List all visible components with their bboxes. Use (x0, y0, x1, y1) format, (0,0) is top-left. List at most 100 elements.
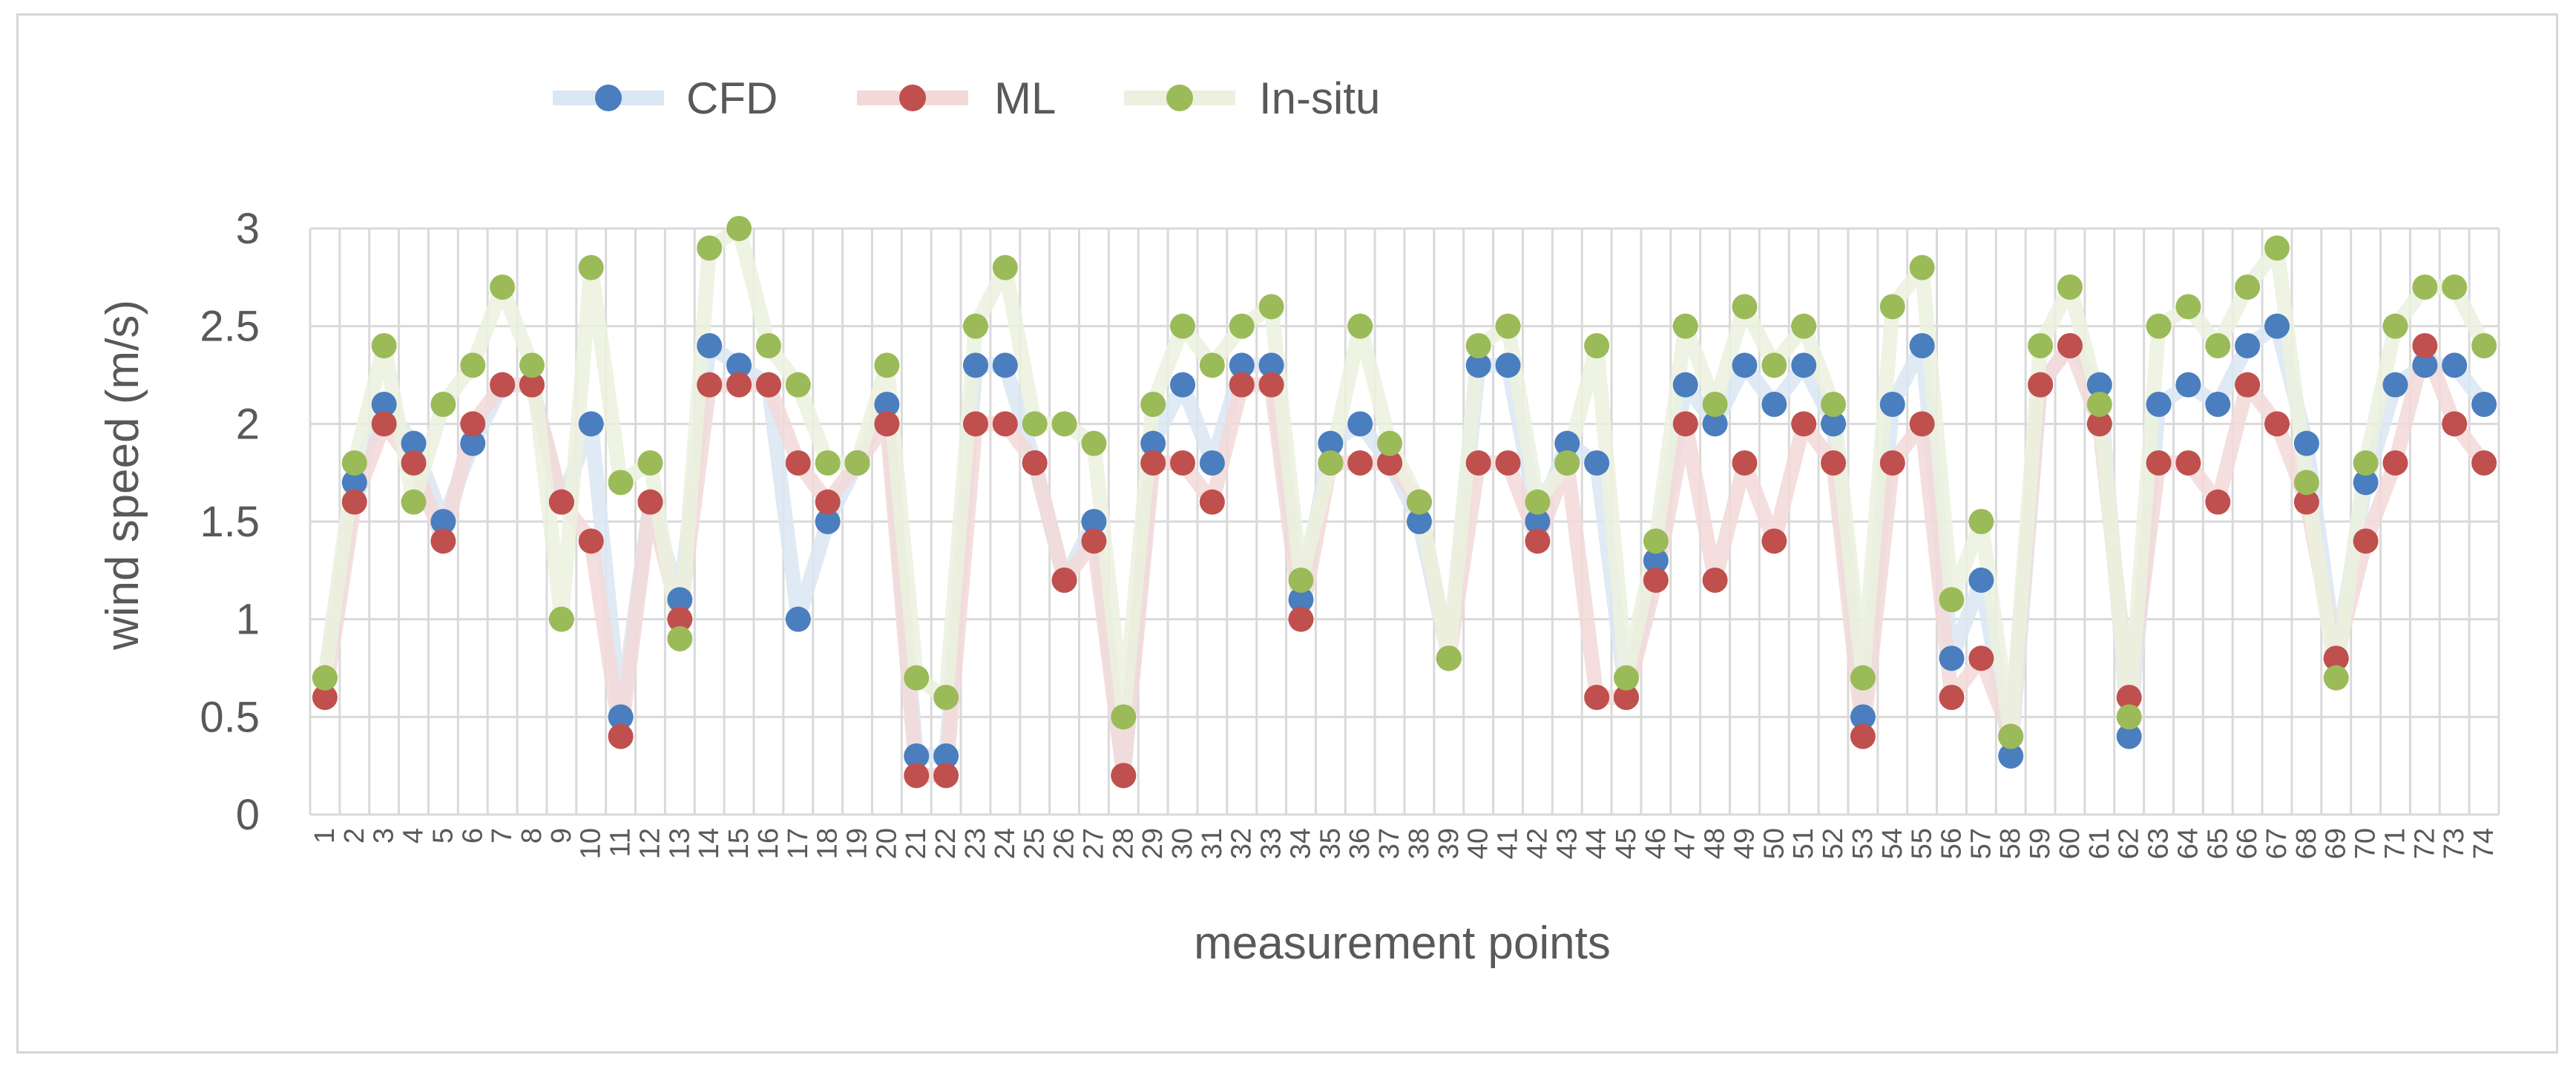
y-tick-label: 2 (236, 400, 260, 448)
legend-marker-ml (899, 85, 926, 111)
x-tick-label: 73 (2439, 828, 2470, 859)
point-cfd (1318, 430, 1344, 456)
x-tick-label: 74 (2468, 828, 2500, 859)
point-ml (1377, 450, 1403, 476)
x-tick-label: 59 (2025, 828, 2056, 859)
point-ml (2116, 685, 2142, 710)
point-ml (1879, 450, 1905, 476)
point-in-situ (1288, 568, 1314, 593)
point-ml (1732, 450, 1758, 476)
point-ml (2382, 450, 2408, 476)
point-cfd (1821, 411, 1847, 437)
point-in-situ (992, 254, 1018, 280)
point-in-situ (1318, 450, 1344, 476)
point-ml (815, 489, 841, 515)
y-tick-label: 0 (236, 791, 260, 839)
point-ml (1613, 685, 1639, 710)
point-cfd (1170, 372, 1196, 398)
point-ml (933, 763, 959, 789)
point-ml (312, 685, 338, 710)
point-in-situ (371, 333, 397, 358)
point-ml (490, 372, 516, 398)
point-cfd (2205, 392, 2231, 417)
x-tick-label: 36 (1344, 828, 1376, 859)
point-in-situ (755, 333, 781, 358)
point-in-situ (1347, 313, 1373, 339)
point-cfd (962, 352, 988, 378)
point-cfd (1732, 352, 1758, 378)
point-in-situ (2205, 333, 2231, 358)
point-cfd (1879, 392, 1905, 417)
x-tick-label: 61 (2084, 828, 2115, 859)
x-tick-label: 5 (427, 828, 459, 844)
point-ml (1672, 411, 1698, 437)
point-in-situ (1791, 313, 1817, 339)
axis-ticks: 00.511.522.53123456789101112131415161718… (200, 205, 2500, 859)
point-cfd (1761, 392, 1787, 417)
x-tick-label: 33 (1256, 828, 1287, 859)
point-cfd (933, 743, 959, 769)
point-cfd (785, 606, 811, 632)
point-cfd (2471, 392, 2497, 417)
y-tick-label: 2.5 (200, 303, 260, 351)
point-cfd (1909, 333, 1935, 358)
point-ml (992, 411, 1018, 437)
point-in-situ (1850, 665, 1876, 691)
point-in-situ (401, 489, 427, 515)
point-ml (519, 372, 545, 398)
x-tick-label: 70 (2350, 828, 2382, 859)
point-in-situ (933, 685, 959, 710)
point-ml (785, 450, 811, 476)
point-ml (1968, 645, 1994, 671)
x-tick-label: 13 (664, 828, 695, 859)
legend-label-cfd: CFD (686, 73, 778, 123)
point-cfd (1406, 509, 1432, 534)
point-ml (2146, 450, 2172, 476)
point-in-situ (1199, 352, 1225, 378)
point-ml (1288, 606, 1314, 632)
point-cfd (460, 430, 486, 456)
x-tick-label: 42 (1522, 828, 1553, 859)
point-ml (2353, 528, 2379, 554)
x-tick-label: 60 (2054, 828, 2086, 859)
point-in-situ (548, 606, 574, 632)
x-tick-label: 12 (634, 828, 666, 859)
point-ml (2293, 489, 2319, 515)
legend-marker-in-situ (1166, 85, 1193, 111)
point-in-situ (667, 626, 693, 651)
point-cfd (2353, 470, 2379, 496)
point-ml (608, 723, 634, 749)
point-in-situ (430, 392, 456, 417)
point-in-situ (1584, 333, 1610, 358)
point-in-situ (2057, 274, 2083, 300)
point-in-situ (1022, 411, 1048, 437)
point-cfd (992, 352, 1018, 378)
x-tick-label: 65 (2202, 828, 2233, 859)
point-cfd (697, 333, 723, 358)
y-tick-label: 0.5 (200, 693, 260, 741)
point-cfd (578, 411, 604, 437)
point-in-situ (1081, 430, 1107, 456)
point-in-situ (1465, 333, 1491, 358)
x-tick-label: 46 (1640, 828, 1672, 859)
point-ml (1140, 450, 1166, 476)
point-cfd (430, 509, 456, 534)
point-in-situ (1406, 489, 1432, 515)
point-in-situ (2382, 313, 2408, 339)
point-cfd (2146, 392, 2172, 417)
point-in-situ (785, 372, 811, 398)
x-tick-label: 62 (2114, 828, 2145, 859)
point-cfd (1554, 430, 1580, 456)
point-in-situ (1258, 294, 1284, 320)
series-markers (312, 216, 2497, 789)
point-ml (697, 372, 723, 398)
point-ml (1258, 372, 1284, 398)
x-tick-label: 38 (1404, 828, 1435, 859)
point-in-situ (904, 665, 930, 691)
x-tick-label: 48 (1700, 828, 1731, 859)
point-in-situ (1111, 704, 1137, 730)
point-ml (1525, 528, 1551, 554)
x-tick-label: 16 (753, 828, 784, 859)
x-tick-label: 27 (1078, 828, 1109, 859)
